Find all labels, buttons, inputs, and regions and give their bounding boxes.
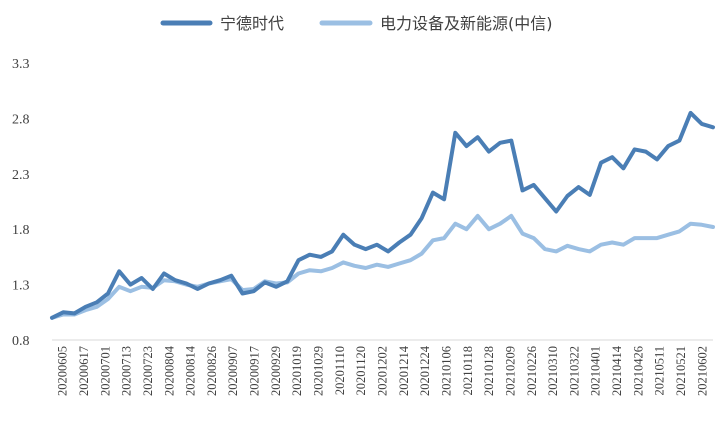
x-tick-label: 20201019	[290, 346, 304, 396]
series-line-catl	[50, 110, 715, 320]
x-tick-label: 20200814	[184, 345, 198, 396]
x-tick-label: 20210511	[653, 346, 667, 396]
y-tick-label: 1.3	[12, 279, 30, 294]
x-axis: 20200605 20200617 20200701 20200713 20200723…	[52, 339, 713, 396]
x-tick-label: 20201029	[312, 346, 326, 396]
y-tick-label: 2.8	[12, 112, 30, 127]
x-tick-label: 20200617	[77, 346, 91, 396]
x-tick-label: 20200713	[120, 346, 134, 396]
plot-series	[50, 110, 715, 320]
x-tick-label: 20210401	[589, 346, 603, 396]
series-line-sector-index	[50, 213, 715, 320]
x-tick-label: 20210226	[525, 346, 539, 396]
x-tick-label: 20201214	[397, 345, 411, 396]
x-tick-label: 20210322	[567, 346, 581, 396]
x-tick-label: 20210209	[503, 346, 517, 396]
x-tick-label: 20210106	[439, 346, 453, 396]
legend-label-sector-index: 电力设备及新能源(中信)	[380, 14, 553, 33]
x-tick-label: 20210414	[610, 345, 624, 396]
x-tick-label: 20210128	[482, 346, 496, 396]
legend: 宁德时代 电力设备及新能源(中信)	[160, 14, 553, 33]
x-tick-label: 20201110	[333, 346, 347, 395]
x-tick-label: 20200605	[56, 346, 70, 396]
x-tick-label: 20200804	[162, 345, 176, 396]
x-tick-label: 20200723	[141, 346, 155, 396]
x-tick-label: 20210310	[546, 346, 560, 396]
x-tick-label: 20210118	[461, 346, 475, 396]
x-tick-label: 20200929	[269, 346, 283, 396]
x-tick-label: 20200826	[205, 346, 219, 396]
y-axis: 0.8 1.3 1.8 2.3 2.8 3.3	[12, 57, 30, 349]
x-tick-label: 20200917	[248, 346, 262, 396]
y-tick-label: 1.8	[12, 223, 30, 238]
y-tick-label: 0.8	[12, 334, 30, 349]
legend-label-catl: 宁德时代	[220, 14, 284, 33]
x-tick-label: 20200907	[226, 346, 240, 396]
x-tick-label: 20201120	[354, 346, 368, 396]
y-tick-label: 2.3	[12, 168, 30, 183]
x-tick-label: 20201224	[418, 345, 432, 396]
x-tick-label: 20210602	[695, 346, 709, 396]
x-tick-label: 20210426	[631, 346, 645, 396]
x-tick-label: 20201202	[376, 346, 390, 396]
x-tick-label: 20210521	[674, 346, 688, 396]
y-tick-label: 3.3	[12, 57, 30, 72]
x-tick-label: 20200701	[98, 346, 112, 396]
